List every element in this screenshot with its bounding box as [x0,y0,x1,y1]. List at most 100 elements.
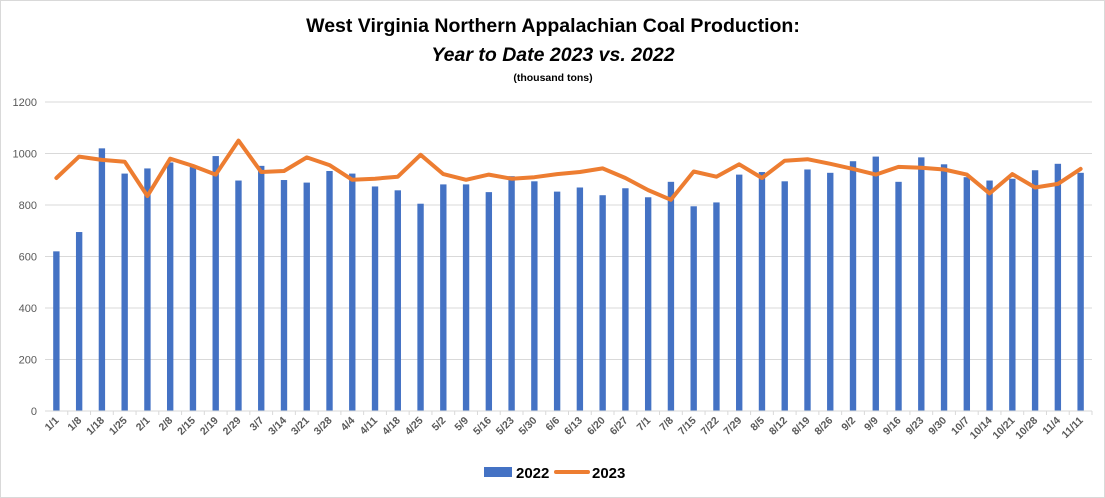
bar-2022 [166,162,174,411]
x-tick-label: 2/8 [156,415,175,434]
x-tick-label: 6/20 [585,415,608,438]
x-tick-label: 10/28 [1013,415,1040,442]
bar-2022 [144,168,151,411]
bar-2022 [553,191,561,411]
bar-2022 [508,176,515,411]
bar-2022 [644,197,652,411]
bar-2022 [667,181,675,411]
bar-2022 [690,206,697,411]
x-tick-label: 7/15 [676,415,699,438]
x-tick-label: 5/23 [494,415,517,438]
y-tick-label: 0 [31,406,37,418]
bar-2022 [622,188,629,411]
x-tick-label: 9/16 [881,415,904,438]
bar-2022 [394,190,401,411]
x-tick-label: 4/18 [380,415,403,438]
chart-title-line2: Year to Date 2023 vs. 2022 [431,44,674,66]
x-tick-label: 9/9 [862,415,881,434]
x-tick-label: 6/27 [608,415,631,438]
bar-2022 [53,251,60,411]
bar-2022 [75,232,83,411]
bar-2022 [303,182,310,411]
bar-2022 [599,195,606,411]
y-axis-ticks: 0 200 400 600 800 1000 1200 [13,97,37,418]
x-tick-label: 2/29 [221,415,244,438]
line-series-2023 [54,138,1083,202]
bar-2022 [827,172,834,411]
y-tick-label: 1200 [13,97,37,109]
x-tick-label: 3/28 [312,415,335,438]
legend: 2022 2023 [484,465,625,482]
bar-2022 [258,165,265,411]
bar-2022 [235,180,242,411]
bar-2022 [189,165,197,411]
x-tick-label: 7/22 [699,415,722,438]
x-tick-label: 10/21 [990,415,1017,442]
x-tick-label: 10/14 [968,415,995,442]
legend-label-2022: 2022 [516,465,549,482]
x-tick-label: 1/8 [65,415,84,434]
bar-2022 [918,157,925,411]
x-tick-label: 6/6 [543,415,562,434]
x-tick-label: 3/14 [266,415,289,438]
bar-2022 [872,156,879,411]
bar-2022 [736,174,743,411]
x-tick-label: 8/12 [767,415,790,438]
chart-subtitle: (thousand tons) [513,72,592,84]
bar-2022 [986,180,993,411]
x-tick-label: 9/23 [903,415,926,438]
bar-2022 [326,171,333,411]
bar-2022 [849,161,857,411]
bar-2022 [485,192,493,411]
x-tick-label: 9/30 [926,415,949,438]
x-tick-label: 2/1 [134,415,153,434]
x-tick-label: 6/13 [562,415,585,438]
x-tick-label: 5/9 [452,415,471,434]
legend-label-2023: 2023 [592,465,625,482]
x-tick-label: 9/2 [839,415,858,434]
x-tick-label: 7/1 [634,415,653,434]
bar-series-2022 [53,148,1084,411]
x-tick-label: 4/11 [358,415,381,438]
x-tick-label: 5/30 [517,415,540,438]
bar-2022 [417,203,424,411]
x-tick-label: 3/7 [248,415,267,434]
chart-title: West Virginia Northern Appalachian Coal … [306,15,800,37]
x-tick-label: 2/15 [175,415,198,438]
line-2023 [54,138,1083,202]
bar-2022 [1054,163,1062,411]
bar-2022 [462,184,470,411]
bar-2022 [804,169,811,411]
bar-2022 [963,177,971,411]
legend-swatch-2022 [484,467,512,477]
bar-2022 [895,181,902,411]
x-tick-label: 1/18 [84,415,107,438]
y-tick-label: 800 [19,200,37,212]
x-axis-ticks: 1/1 1/8 1/18 1/25 2/1 2/8 2/15 2/19 2/29 3/7 3/14 3… [43,411,1093,442]
x-tick-label: 5/16 [471,415,494,438]
bar-2022 [440,184,447,411]
x-tick-label: 11/11 [1059,415,1085,441]
gridlines [45,101,1092,360]
bar-2022 [349,173,356,411]
bar-2022 [713,202,720,411]
x-tick-label: 4/25 [403,415,426,438]
x-tick-label: 8/5 [748,415,767,434]
x-tick-label: 8/26 [812,415,835,438]
bar-2022 [1077,172,1084,411]
x-tick-label: 2/19 [198,415,221,438]
bar-2022 [280,180,288,411]
y-tick-label: 600 [19,252,37,264]
x-tick-label: 1/1 [43,415,62,434]
bar-2022 [371,186,379,411]
x-tick-label: 7/8 [657,415,676,434]
bar-2022 [940,164,948,411]
bar-2022 [531,181,538,411]
x-tick-label: 5/2 [430,415,449,434]
y-tick-label: 400 [19,303,37,315]
x-tick-label: 8/19 [790,415,813,438]
y-tick-label: 200 [19,355,37,367]
x-tick-label: 4/4 [339,415,358,434]
